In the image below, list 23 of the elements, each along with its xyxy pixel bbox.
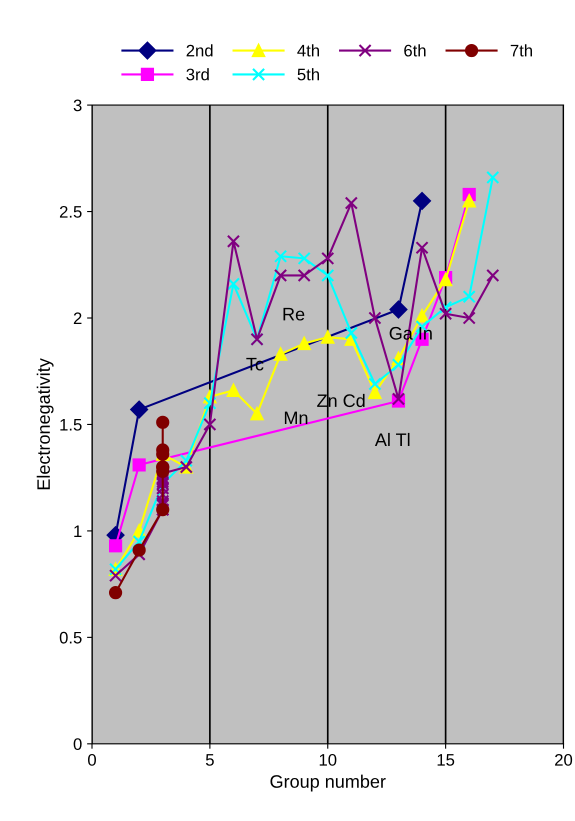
y-tick-label: 3 — [74, 99, 82, 112]
x-tick-label: 15 — [438, 754, 454, 766]
y-tick-label: 1 — [74, 525, 82, 537]
legend-label: 2nd — [186, 44, 212, 57]
x-tick-label: 10 — [320, 754, 336, 766]
y-tick-label: 0 — [74, 738, 82, 750]
x-tick-label: 5 — [206, 754, 214, 766]
annotation: Al Tl — [374, 432, 410, 446]
legend-label: 7th — [510, 44, 532, 57]
x-tick-label: 0 — [88, 754, 96, 766]
y-tick-label: 0.5 — [60, 632, 82, 644]
legend-label: 3rd — [186, 68, 209, 80]
y-tick-label: 2 — [74, 312, 82, 324]
x-axis-title: Group number — [270, 774, 386, 792]
legend-label: 4th — [297, 44, 319, 57]
legend-label: 5th — [298, 68, 319, 80]
y-tick-label: 2.5 — [60, 206, 82, 218]
y-axis-title: Electronegativity — [36, 358, 54, 490]
legend-label: 6th — [404, 44, 426, 57]
annotation: Mn — [284, 412, 308, 424]
annotation: Re — [284, 308, 304, 321]
x-tick-label: 20 — [555, 754, 572, 766]
y-tick-label: 1.5 — [60, 419, 82, 431]
